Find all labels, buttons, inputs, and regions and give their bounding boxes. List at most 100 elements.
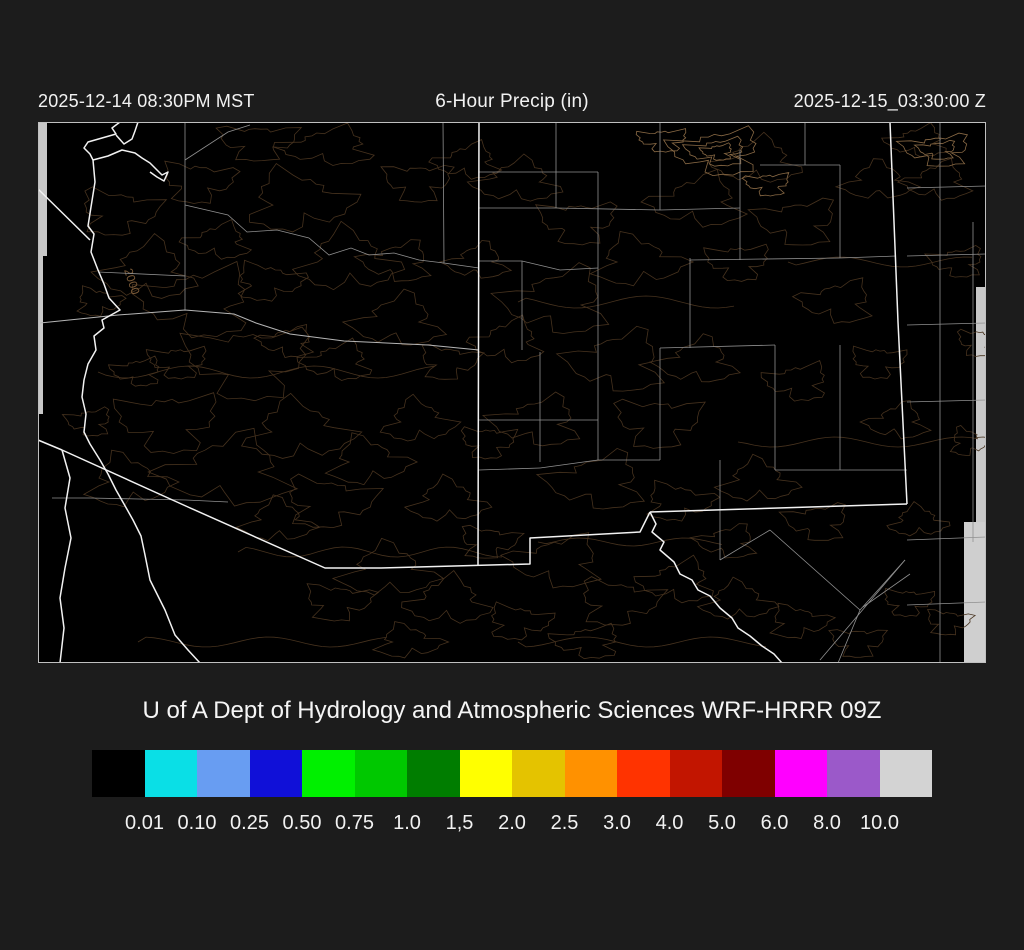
contour-line [886,501,951,537]
colorbar-tick-label: 6.0 [760,812,789,834]
contour-line [296,337,373,381]
colorbar-tick-label: 8.0 [813,812,841,834]
contour-line [82,449,180,508]
contour-line [237,546,503,558]
contour-line [881,122,947,158]
colorbar-segment [144,750,197,797]
colorbar-segment [669,750,722,797]
state-borders [38,122,908,663]
contour-line [137,636,387,648]
lake-mead-arm [92,149,169,182]
colorbar-tick-label: 2.5 [550,812,579,834]
contour-line [769,602,837,639]
contour-line [145,345,207,380]
colorbar-tick-label: 0.10 [177,812,217,834]
colorbar-segment [249,750,302,797]
contour-line [923,244,982,278]
colorbar-segment [827,750,880,797]
contour-line [76,285,127,317]
contour-line [112,392,217,454]
contour-line [583,576,669,626]
colorbar-tick-label: 1,5 [445,812,474,834]
east-state-line [889,122,908,505]
caption: U of A Dept of Hydrology and Atmospheric… [142,697,882,724]
contour-line [949,425,986,456]
contour-line [662,125,757,177]
contour-line [491,601,556,641]
contour-line [613,398,706,449]
colorado-river [81,122,201,663]
precip-colorbar [92,750,932,797]
contour-line [428,139,503,180]
contour-line [235,494,321,542]
colorbar-segment [512,750,565,797]
contour-line [461,524,525,559]
contour-line [438,240,513,279]
contour-line [689,523,758,559]
contour-line [107,355,160,387]
contour-line [421,343,485,380]
contour-line [90,232,199,299]
colorbar-segment [617,750,670,797]
contour-line [481,391,581,447]
contour-line [380,164,455,203]
colorbar-segment [564,750,617,797]
contour-line [555,325,666,392]
contour-line [778,502,846,541]
out-of-domain-strips [38,122,986,663]
contour-line [859,399,932,440]
contour-line [828,629,889,658]
contour-line [852,345,908,380]
contour-line [646,479,721,522]
colorbar-segment [774,750,827,797]
colorbar-tick-label: 5.0 [708,812,736,834]
four-corners-meridian [477,122,480,567]
precip-map: 2000 [38,122,986,663]
contour-line [460,426,519,460]
colorbar-segment [197,750,250,797]
colorbar-tick-label: 0.50 [282,812,322,834]
valid-time-local: 2025-12-14 08:30PM MST [38,91,255,111]
contour-line [379,393,462,442]
contour-line [179,326,310,402]
contour-line [306,583,380,622]
colorbar-tick-label: 3.0 [603,812,631,834]
contour-line [698,142,732,161]
contour-line [61,406,110,437]
contour-line [465,314,545,364]
contour-line [741,171,790,197]
contour-line [926,609,977,636]
colorbar-labels: 0.01 0.10 0.25 0.50 0.75 1.0 1,5 2.0 2.5 3.0 4.0 5.… [92,812,932,840]
contour-line [371,621,450,659]
colorbar-tick-label: 10.0 [860,812,899,834]
contour-line [633,554,714,604]
nv-ca-diagonal [38,188,91,241]
contour-line [517,636,767,648]
contour-line [289,473,385,529]
contour-line [331,537,445,596]
tx-nm-line [649,503,908,513]
contour-line [635,128,687,153]
mexico-border [61,449,651,569]
contour-line [499,532,602,589]
colorbar-segment [302,750,355,797]
contour-line [291,220,406,291]
contour-line [517,295,735,309]
river-top-branch [115,122,139,145]
contour-line [403,473,493,522]
contour-line [956,328,986,357]
colorbar-tick-label: 0.75 [335,812,374,834]
contour-line [640,168,749,228]
contour-line [272,122,375,166]
colorbar-tick-label: 1.0 [393,812,421,834]
colorbar-tick-label: 4.0 [655,812,684,834]
ca-mx-border [38,439,63,451]
contour-line [787,256,973,268]
contour-line [341,288,448,346]
contour-line [324,432,419,486]
terrain-contours [61,122,986,660]
valid-time-utc: 2025-12-15_03:30:00 Z [793,91,986,111]
map-frame [38,122,986,663]
contour-line [401,570,494,624]
